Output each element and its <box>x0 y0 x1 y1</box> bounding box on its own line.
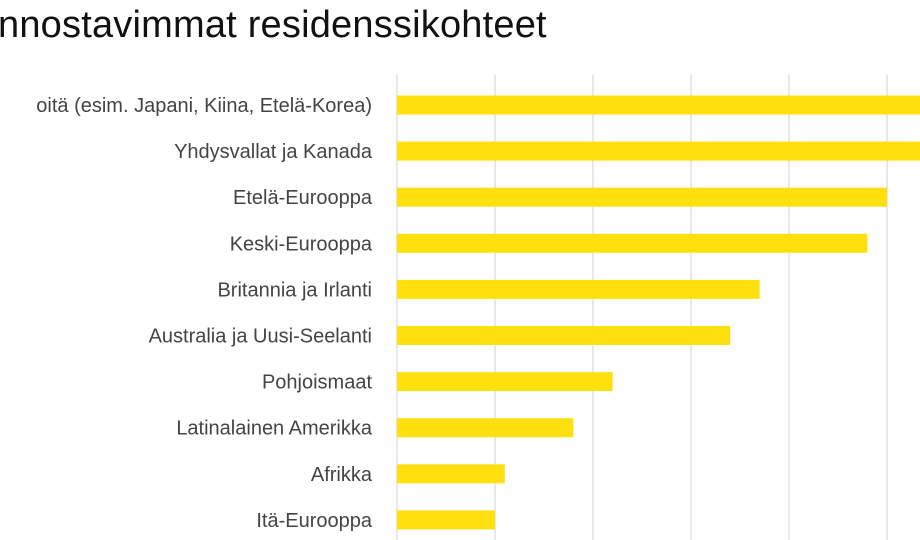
category-label: Afrikka <box>311 464 373 486</box>
category-label: oitä (esim. Japani, Kiina, Etelä-Korea) <box>36 95 372 117</box>
bars <box>397 95 920 530</box>
bar <box>397 418 574 438</box>
category-label: Britannia ja Irlanti <box>217 279 372 301</box>
bar <box>397 141 920 161</box>
category-label: Yhdysvallat ja Kanada <box>174 141 373 163</box>
bar <box>397 233 868 253</box>
bar <box>397 95 920 115</box>
category-labels: oitä (esim. Japani, Kiina, Etelä-Korea) Y… <box>36 95 373 532</box>
category-label: Latinalainen Amerikka <box>176 418 373 440</box>
category-label: Australia ja Uusi-Seelanti <box>149 326 372 348</box>
category-label: Pohjoismaat <box>262 372 373 394</box>
category-label: Keski-Eurooppa <box>230 233 373 255</box>
bar <box>397 279 760 299</box>
bar <box>397 326 731 345</box>
bar <box>397 464 505 484</box>
category-label: Etelä-Eurooppa <box>233 187 373 209</box>
bar <box>397 187 887 207</box>
category-label: Itä-Eurooppa <box>256 510 373 532</box>
chart-title: nnostavimmat residenssikohteet <box>0 4 547 46</box>
bar <box>397 510 495 530</box>
bar <box>397 372 613 392</box>
